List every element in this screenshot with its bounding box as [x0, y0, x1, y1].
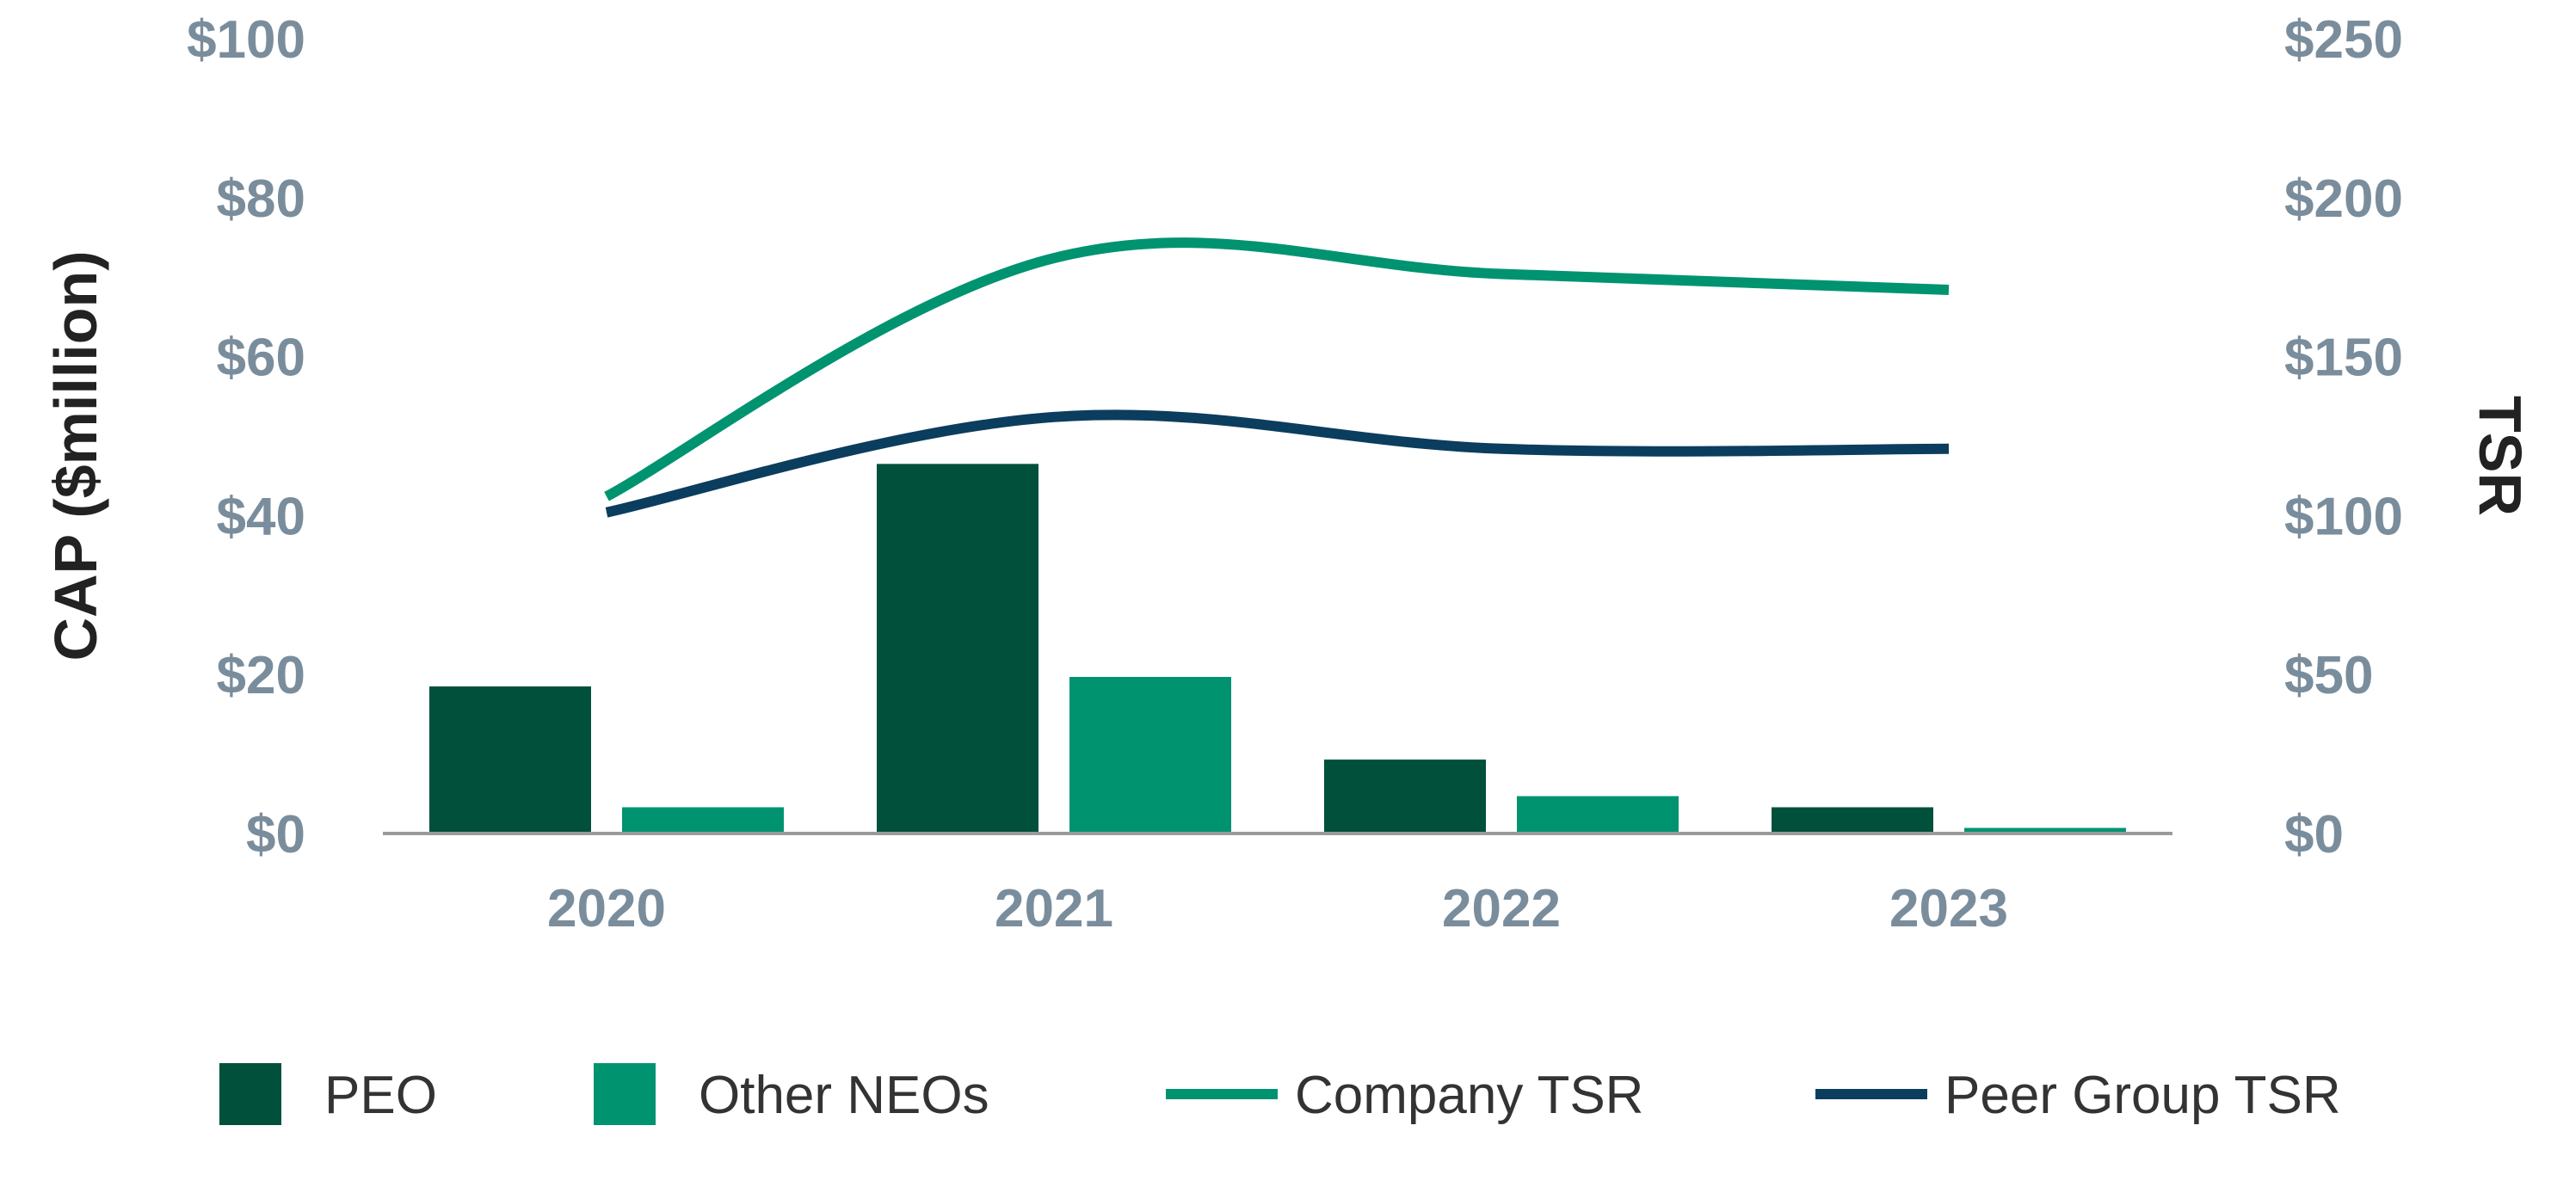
legend-swatch-other-neos — [594, 1063, 656, 1125]
y2-axis-title: TSR — [2467, 396, 2534, 516]
legend-swatch-peer-group-tsr — [1815, 1089, 1927, 1099]
bar-peo-2022 — [1324, 760, 1486, 833]
y2-tick-label: $100 — [2284, 487, 2403, 546]
y-axis-title: CAP ($million) — [42, 250, 109, 661]
legend-swatch-peo — [219, 1063, 281, 1125]
bar-peo-2021 — [877, 464, 1038, 833]
y2-tick-label: $150 — [2284, 329, 2403, 388]
y-tick-label: $60 — [217, 329, 305, 388]
x-tick-label: 2021 — [995, 879, 1113, 938]
x-tick-label: 2020 — [547, 879, 666, 938]
line-peer-group-tsr — [605, 409, 1950, 518]
y2-tick-label: $250 — [2284, 10, 2403, 70]
legend-label: Company TSR — [1295, 1066, 1643, 1125]
line-company-tsr — [604, 237, 1950, 501]
legend-label: PEO — [324, 1066, 437, 1125]
x-tick-label: 2022 — [1442, 879, 1561, 938]
legend-swatch-company-tsr — [1166, 1089, 1278, 1099]
bar-other-neos-2023 — [1964, 827, 2126, 833]
x-axis-ticks: 2020 2021 2022 2023 — [547, 879, 2008, 938]
bar-other-neos-2021 — [1069, 676, 1231, 833]
x-tick-label: 2023 — [1889, 879, 2008, 938]
y-tick-label: $0 — [246, 805, 305, 864]
bar-other-neos-2020 — [622, 807, 784, 833]
bar-other-neos-2022 — [1517, 796, 1679, 833]
legend-label: Other NEOs — [699, 1066, 989, 1125]
y2-tick-label: $50 — [2284, 646, 2373, 705]
y-tick-label: $20 — [217, 646, 305, 705]
y2-axis-ticks: $0 $50 $100 $150 $200 $250 — [2284, 10, 2403, 864]
legend-label: Peer Group TSR — [1944, 1066, 2341, 1125]
bar-peo-2023 — [1772, 807, 1933, 833]
y-axis-ticks: $0 $20 $40 $60 $80 $100 — [187, 10, 305, 864]
bars — [429, 464, 2126, 833]
lines — [604, 237, 1950, 518]
legend: PEO Other NEOs Company TSR Peer Group TSR — [219, 1063, 2341, 1125]
bar-peo-2020 — [429, 686, 591, 833]
y-tick-label: $40 — [217, 487, 305, 546]
y2-tick-label: $0 — [2284, 805, 2344, 864]
y2-tick-label: $200 — [2284, 169, 2403, 229]
y-tick-label: $100 — [187, 10, 305, 70]
y-tick-label: $80 — [217, 169, 305, 229]
